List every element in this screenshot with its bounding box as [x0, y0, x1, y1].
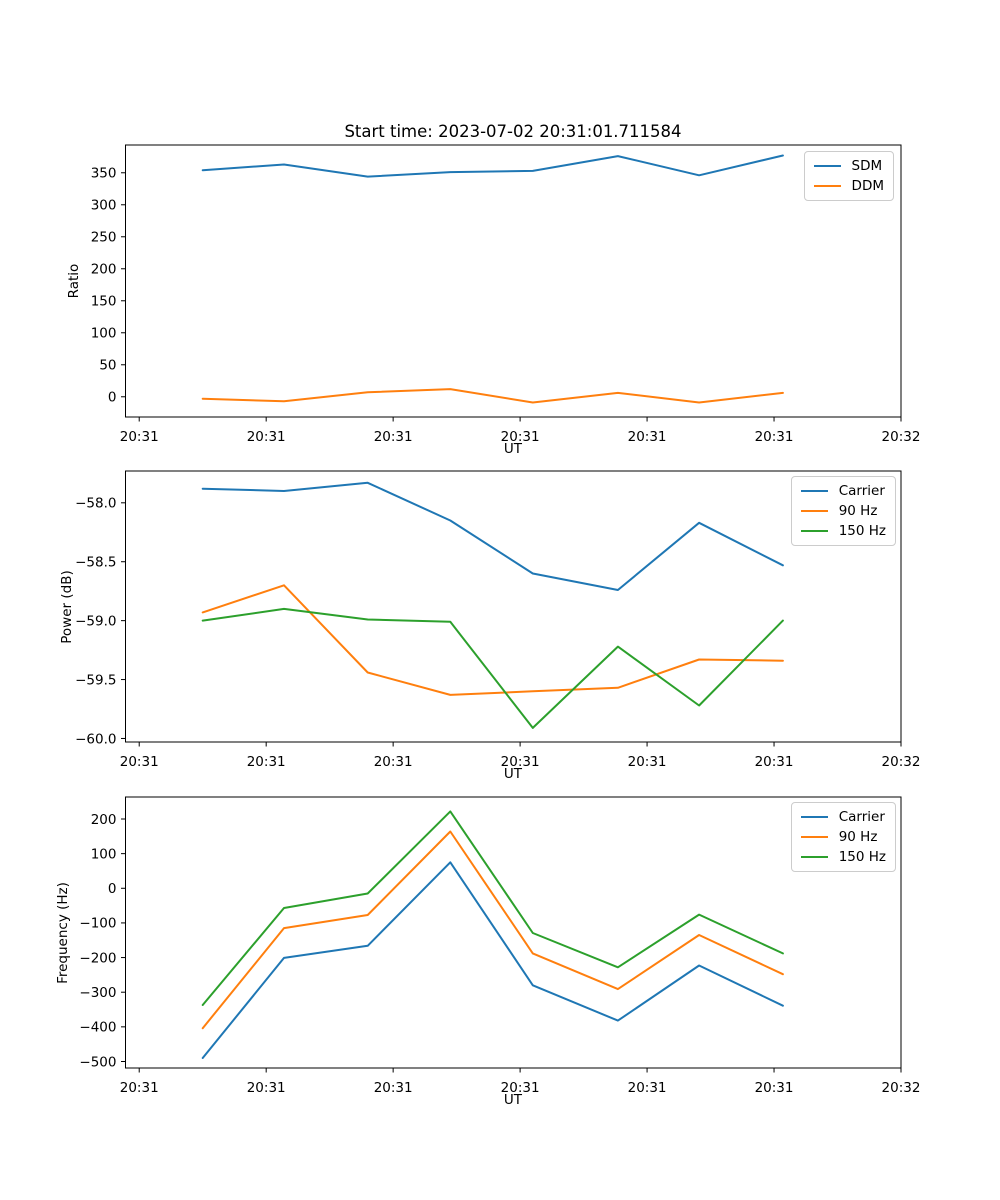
legend-label: Carrier — [838, 809, 885, 825]
ratio-y-axis-label: Ratio — [66, 263, 82, 299]
legend-label: Carrier — [838, 483, 885, 499]
legend-line-sample — [800, 510, 828, 512]
x-tick-label: 20:32 — [882, 754, 921, 770]
x-tick-label: 20:31 — [374, 429, 413, 445]
ratio-legend: SDM DDM — [803, 151, 894, 201]
legend-line-sample — [800, 490, 828, 492]
ratio-series-line-ddm — [201, 388, 784, 404]
legend-item: Carrier — [800, 481, 886, 501]
x-tick-label: 20:31 — [755, 429, 794, 445]
legend-line-sample — [813, 185, 841, 187]
x-tick-label: 20:31 — [755, 754, 794, 770]
frequency-series-line-carrier — [201, 861, 784, 1059]
frequency-series-line-90-hz — [201, 830, 784, 1030]
frequency-y-axis-label: Frequency (Hz) — [55, 882, 71, 984]
y-tick-label: −400 — [79, 1020, 116, 1036]
y-tick-label: 50 — [99, 358, 116, 374]
y-tick-label: −300 — [79, 985, 116, 1001]
legend-label: 150 Hz — [838, 849, 886, 865]
legend-line-sample — [800, 816, 828, 818]
x-tick-label: 20:31 — [374, 1080, 413, 1096]
y-tick-label: 300 — [91, 198, 117, 214]
y-tick-label: −59.0 — [75, 613, 116, 629]
y-tick-label: −200 — [79, 950, 116, 966]
legend-label: SDM — [851, 158, 883, 174]
x-tick-label: 20:32 — [882, 1080, 921, 1096]
power-series-line-carrier — [201, 481, 784, 591]
frequency-x-axis-label: UT — [503, 1092, 523, 1108]
frequency-axes-frame — [125, 796, 902, 1069]
legend-label: 150 Hz — [838, 523, 886, 539]
ratio-series-line-sdm — [201, 154, 784, 178]
legend-line-sample — [800, 530, 828, 532]
x-tick-label: 20:31 — [501, 754, 540, 770]
legend-item: DDM — [813, 176, 884, 196]
y-tick-label: 0 — [108, 881, 117, 897]
y-tick-label: 250 — [91, 230, 117, 246]
power-series-line-150-hz — [201, 607, 784, 729]
y-tick-label: −60.0 — [75, 731, 116, 747]
x-tick-label: 20:31 — [628, 754, 667, 770]
x-tick-label: 20:31 — [374, 754, 413, 770]
legend-item: SDM — [813, 156, 884, 176]
y-tick-label: 350 — [91, 166, 117, 182]
ratio-x-axis-label: UT — [503, 441, 523, 457]
x-tick-label: 20:31 — [247, 1080, 286, 1096]
y-tick-label: −59.5 — [75, 672, 116, 688]
x-tick-label: 20:31 — [247, 429, 286, 445]
x-tick-label: 20:32 — [882, 429, 921, 445]
legend-item: 150 Hz — [800, 521, 886, 541]
y-tick-label: −100 — [79, 916, 116, 932]
power-axes-frame — [125, 470, 902, 743]
x-tick-label: 20:31 — [120, 429, 159, 445]
x-tick-label: 20:31 — [755, 1080, 794, 1096]
legend-line-sample — [800, 836, 828, 838]
y-tick-label: 200 — [91, 812, 117, 828]
y-tick-label: −58.5 — [75, 555, 116, 571]
y-tick-label: 100 — [91, 326, 117, 342]
x-tick-label: 20:31 — [120, 1080, 159, 1096]
legend-item: Carrier — [800, 807, 886, 827]
power-series-line-90-hz — [201, 584, 784, 696]
frequency-series-line-150-hz — [201, 810, 784, 1006]
y-tick-label: 0 — [108, 390, 117, 406]
y-tick-label: 150 — [91, 294, 117, 310]
x-tick-label: 20:31 — [247, 754, 286, 770]
legend-label: 90 Hz — [838, 829, 878, 845]
legend-item: 150 Hz — [800, 847, 886, 867]
power-x-axis-label: UT — [503, 766, 523, 782]
legend-item: 90 Hz — [800, 827, 886, 847]
legend-line-sample — [800, 856, 828, 858]
power-legend: Carrier 90 Hz 150 Hz — [790, 476, 896, 546]
power-y-axis-label: Power (dB) — [59, 570, 75, 644]
legend-label: 90 Hz — [838, 503, 878, 519]
y-tick-label: 100 — [91, 846, 117, 862]
legend-line-sample — [813, 165, 841, 167]
x-tick-label: 20:31 — [628, 429, 667, 445]
power-panel: −58.0−58.5−59.0−59.5−60.020:31 20:31 20:31… — [75, 470, 921, 770]
x-tick-label: 20:31 — [501, 1080, 540, 1096]
legend-label: DDM — [851, 178, 884, 194]
ratio-axes-frame — [125, 144, 902, 418]
legend-item: 90 Hz — [800, 501, 886, 521]
figure-title: Start time: 2023-07-02 20:31:01.711584 — [344, 122, 682, 141]
x-tick-label: 20:31 — [628, 1080, 667, 1096]
y-tick-label: −58.0 — [75, 496, 116, 512]
y-tick-label: 200 — [91, 262, 117, 278]
x-tick-label: 20:31 — [120, 754, 159, 770]
ratio-panel: 0 50 100 150 200 250 300 350 20:31 20:31 20:31 20:3… — [91, 144, 921, 445]
x-tick-label: 20:31 — [501, 429, 540, 445]
y-tick-label: −500 — [79, 1054, 116, 1070]
frequency-legend: Carrier 90 Hz 150 Hz — [790, 802, 896, 872]
